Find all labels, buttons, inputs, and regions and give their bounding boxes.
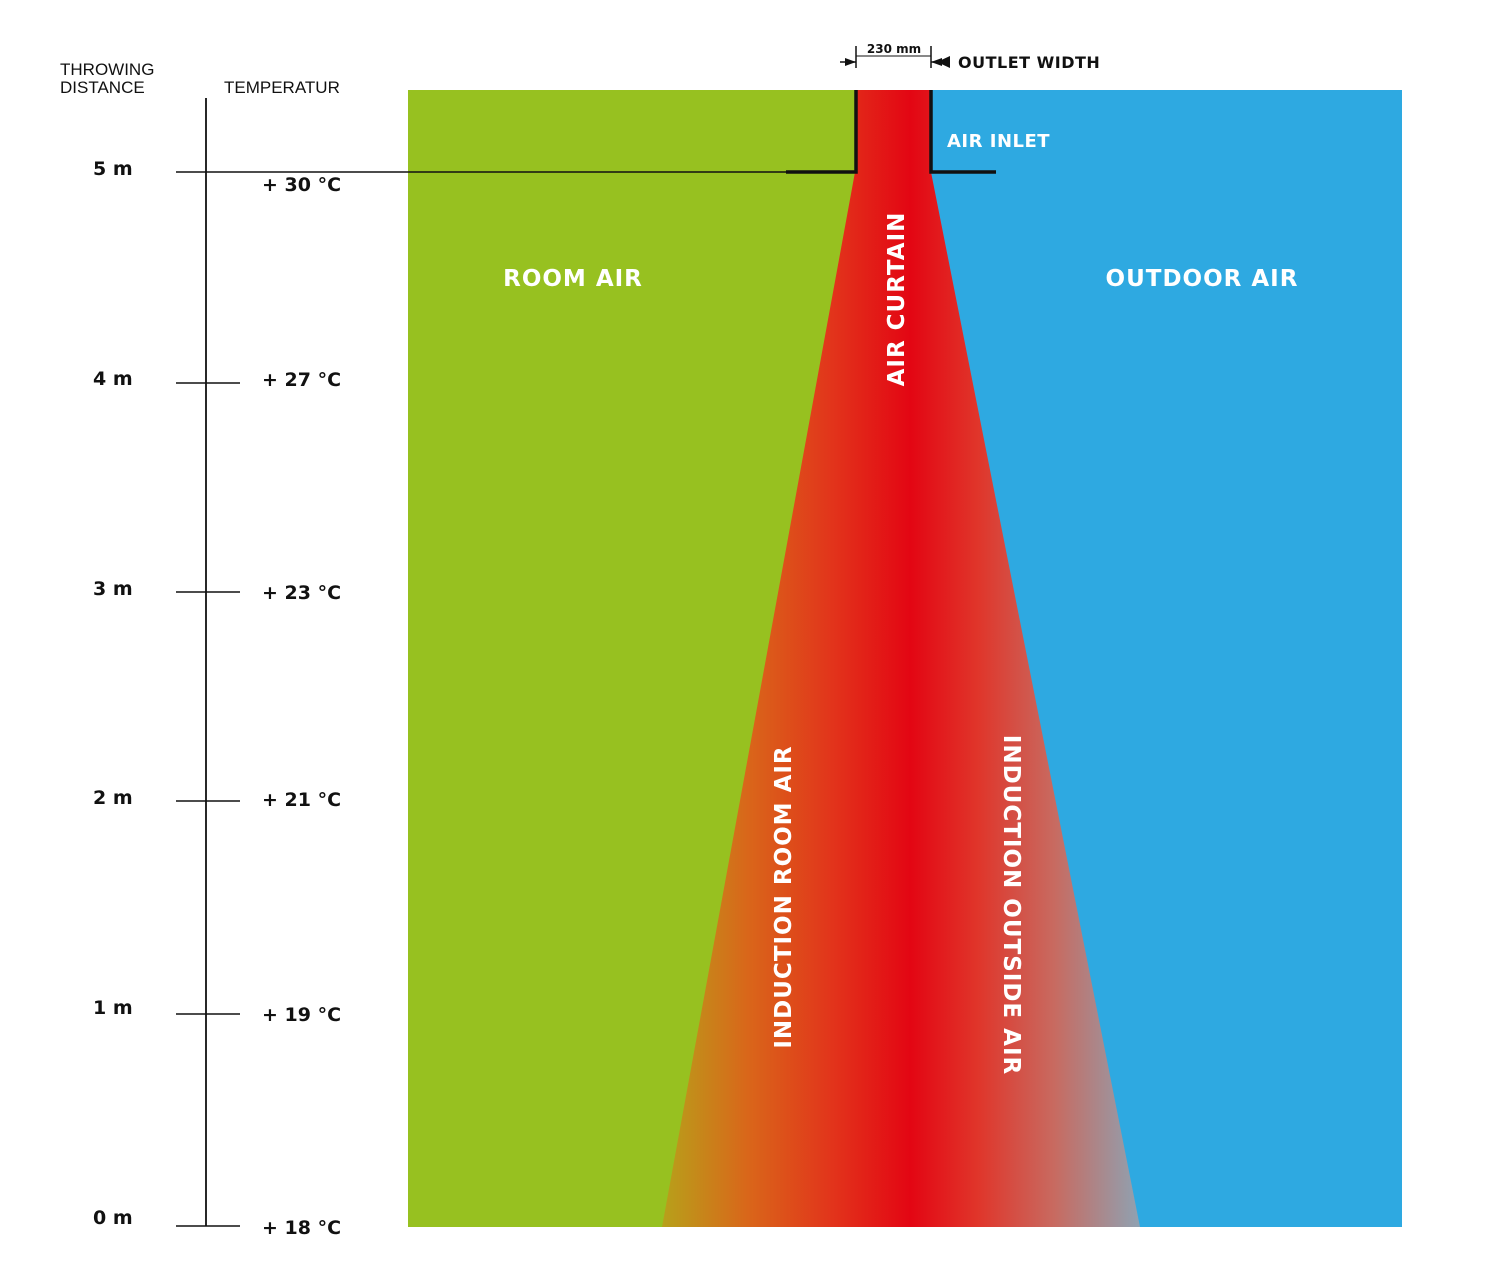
air-inlet-label: AIR INLET — [947, 131, 1050, 152]
dimension-arrow-left-icon — [845, 58, 856, 66]
outlet-width-pointer-icon — [937, 56, 950, 68]
throwing-distance-header-line2: DISTANCE — [60, 78, 145, 97]
air-curtain-label: AIR CURTAIN — [884, 212, 910, 387]
distance-label-1m: 1 m — [93, 997, 133, 1019]
induction-room-air-label: INDUCTION ROOM AIR — [771, 745, 797, 1048]
induction-outside-air-label: INDUCTION OUTSIDE AIR — [998, 735, 1024, 1075]
outlet-dimension-label: 230 mm — [867, 42, 921, 56]
room-air-label: ROOM AIR — [503, 266, 643, 292]
distance-label-0m: 0 m — [93, 1207, 133, 1229]
temperature-label-21: + 21 °C — [262, 789, 341, 811]
temperature-label-30: + 30 °C — [262, 174, 341, 196]
air-curtain-plume — [662, 90, 1140, 1227]
distance-label-4m: 4 m — [93, 368, 133, 390]
temperature-label-23: + 23 °C — [262, 582, 341, 604]
temperature-label-19: + 19 °C — [262, 1004, 341, 1026]
distance-label-2m: 2 m — [93, 787, 133, 809]
outlet-width-label: OUTLET WIDTH — [958, 53, 1100, 72]
distance-label-5m: 5 m — [93, 158, 133, 180]
throwing-distance-header-line1: THROWING — [60, 60, 154, 79]
outdoor-air-label: OUTDOOR AIR — [1106, 266, 1299, 292]
temperature-label-27: + 27 °C — [262, 369, 341, 391]
distance-label-3m: 3 m — [93, 578, 133, 600]
temperature-label-18: + 18 °C — [262, 1217, 341, 1239]
temperature-header: TEMPERATUR — [224, 78, 340, 97]
